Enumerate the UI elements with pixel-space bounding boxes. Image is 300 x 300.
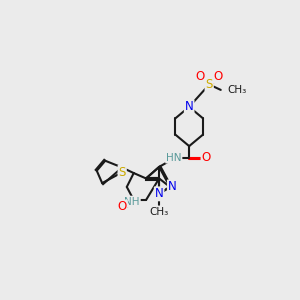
Text: NH: NH <box>124 196 140 206</box>
Text: N: N <box>185 100 194 113</box>
Text: N: N <box>155 187 164 200</box>
Text: N: N <box>168 180 177 194</box>
Text: HN: HN <box>166 153 182 163</box>
Text: O: O <box>214 70 223 83</box>
Text: O: O <box>118 200 127 213</box>
Text: CH₃: CH₃ <box>149 207 169 217</box>
Text: S: S <box>118 166 126 179</box>
Text: S: S <box>206 78 213 91</box>
Text: O: O <box>195 70 205 83</box>
Text: O: O <box>202 151 211 164</box>
Text: CH₃: CH₃ <box>228 85 247 95</box>
